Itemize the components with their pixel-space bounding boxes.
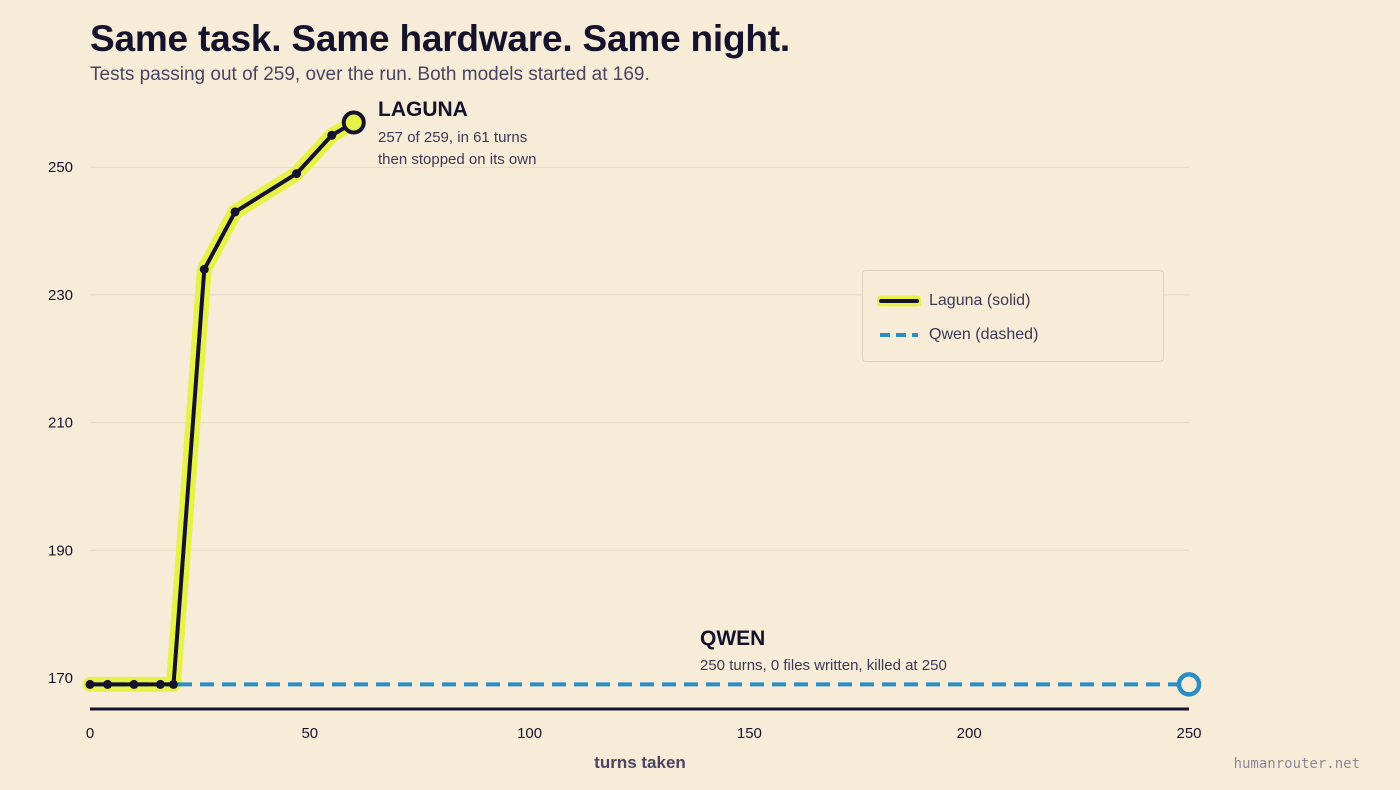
laguna-point-6 [230, 207, 240, 217]
gridlines [90, 166, 1189, 551]
laguna-point-5 [199, 264, 209, 274]
annotation-laguna-line-2: then stopped on its own [378, 151, 536, 168]
legend-swatch-laguna [877, 295, 921, 307]
annotation-laguna: LAGUNA 257 of 259, in 61 turns then stop… [378, 98, 536, 168]
y-axis-ticks: 170 190 210 230 250 [48, 159, 73, 687]
laguna-point-8 [327, 130, 337, 140]
laguna-point-3 [155, 679, 165, 689]
y-tick-label-190: 190 [48, 542, 73, 559]
y-tick-label-210: 210 [48, 415, 73, 432]
legend: Laguna (solid) Qwen (dashed) [862, 270, 1164, 362]
legend-item-laguna: Laguna (solid) [877, 290, 1030, 312]
chart-subtitle: Tests passing out of 259, over the run. … [90, 64, 650, 85]
x-tick-label-150: 150 [737, 725, 762, 742]
legend-swatch-qwen [880, 333, 918, 337]
annotation-qwen-title: QWEN [700, 627, 765, 650]
series-layer [82, 110, 1202, 697]
laguna-point-1 [103, 679, 113, 689]
legend-item-qwen: Qwen (dashed) [877, 324, 1038, 346]
qwen-end-marker [1176, 672, 1202, 697]
laguna-line [88, 120, 356, 687]
laguna-highlight [82, 115, 362, 692]
laguna-point-7 [292, 169, 302, 179]
watermark: humanrouter.net [1233, 756, 1360, 772]
x-tick-label-250: 250 [1176, 725, 1201, 742]
annotation-qwen-line-1: 250 turns, 0 files written, killed at 25… [700, 657, 947, 674]
x-axis-ticks: 0 50 100 150 200 250 [86, 725, 1202, 742]
laguna-point-0 [85, 679, 95, 689]
x-tick-label-100: 100 [517, 725, 542, 742]
laguna-point-2 [129, 679, 139, 689]
legend-label-qwen: Qwen (dashed) [929, 326, 1039, 343]
x-tick-label-0: 0 [86, 725, 94, 742]
y-tick-label-170: 170 [48, 670, 73, 687]
annotation-qwen: QWEN 250 turns, 0 files written, killed … [700, 627, 947, 674]
x-axis-title: turns taken [594, 753, 686, 772]
annotation-laguna-line-1: 257 of 259, in 61 turns [378, 129, 527, 146]
y-tick-label-250: 250 [48, 159, 73, 176]
laguna-end-marker [341, 110, 366, 135]
y-tick-label-230: 230 [48, 287, 73, 304]
legend-label-laguna: Laguna (solid) [929, 292, 1031, 309]
annotation-laguna-title: LAGUNA [378, 98, 468, 121]
x-tick-label-200: 200 [957, 725, 982, 742]
x-tick-label-50: 50 [301, 725, 318, 742]
chart-title: Same task. Same hardware. Same night. [90, 18, 791, 59]
laguna-point-4 [169, 679, 179, 689]
